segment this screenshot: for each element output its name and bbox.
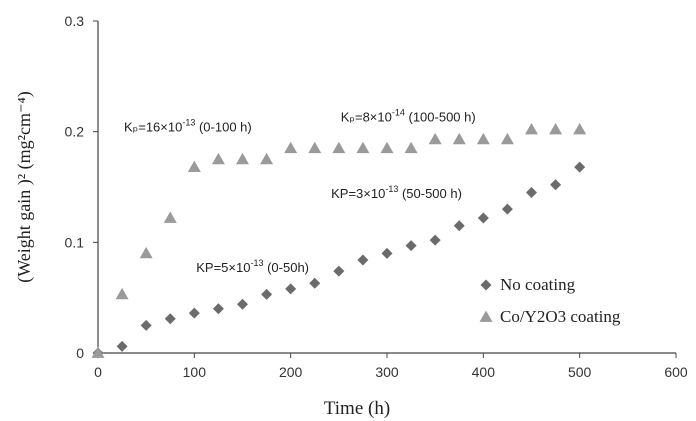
triangle-point — [428, 132, 442, 145]
triangle-point — [356, 141, 370, 154]
annotation-k3: KP=3×10-13 (50-500 h) — [331, 184, 462, 201]
annotation-range: (50-500 h) — [398, 186, 462, 201]
annotation-k4: KP=5×10-13 (0-50h) — [196, 258, 309, 275]
annotation-exponent: -13 — [385, 184, 398, 194]
triangle-point — [500, 132, 514, 145]
annotation-exponent: -13 — [250, 258, 263, 268]
annotation-range: (0-100 h) — [195, 120, 251, 135]
annotation-exponent: -13 — [182, 118, 195, 128]
triangle-point — [260, 152, 274, 165]
triangle-point — [476, 132, 490, 145]
triangle-point — [549, 122, 563, 135]
triangle-point — [91, 346, 105, 358]
legend-triangle-icon — [479, 310, 493, 322]
diamond-point — [381, 247, 393, 259]
x-tick-label: 500 — [568, 364, 592, 380]
diamond-point — [429, 234, 441, 246]
annotation-main: KP=3×10 — [331, 186, 385, 201]
diamond-point — [116, 340, 128, 352]
x-tick-label: 400 — [472, 364, 496, 380]
diamond-point — [574, 161, 586, 173]
diamond-point — [550, 179, 562, 191]
triangle-point — [452, 132, 466, 145]
x-tick-label: 100 — [183, 364, 207, 380]
triangle-point — [380, 141, 394, 154]
annotations: Kₚ=16×10-13 (0-100 h)Kₚ=8×10-14 (100-500… — [124, 108, 476, 276]
y-tick-label: 0.3 — [65, 13, 85, 29]
annotation-main: Kₚ=8×10 — [341, 110, 392, 125]
annotation-range: (100-500 h) — [405, 110, 476, 125]
legend: No coating Co/Y2O3 coating — [479, 275, 621, 326]
diamond-point — [309, 277, 321, 289]
diamond-point — [526, 187, 537, 199]
x-axis-label: Time (h) — [324, 398, 390, 419]
x-tick-label: 200 — [279, 364, 303, 380]
diamond-point — [261, 288, 273, 300]
diamond-point — [237, 298, 248, 310]
annotation-k2: Kₚ=8×10-14 (100-500 h) — [341, 108, 476, 125]
triangle-point — [236, 152, 249, 165]
annotation-main: KP=5×10 — [196, 260, 250, 275]
x-tick-label: 300 — [375, 364, 399, 380]
triangle-point — [573, 122, 587, 135]
triangle-point — [284, 141, 298, 154]
diamond-point — [285, 283, 297, 295]
triangle-point — [525, 122, 538, 135]
x-tick-label: 600 — [664, 364, 688, 380]
legend-diamond-icon — [480, 279, 492, 291]
diamond-point — [405, 240, 417, 252]
triangle-point — [187, 160, 201, 172]
legend-label: No coating — [500, 275, 576, 294]
x-tick-label: 0 — [94, 364, 102, 380]
y-tick-label: 0.2 — [65, 124, 85, 140]
triangle-point — [404, 141, 418, 154]
diamond-point — [164, 313, 176, 325]
y-tick-label: 0 — [76, 345, 84, 361]
triangle-point — [308, 141, 322, 154]
diamond-point — [453, 220, 465, 232]
tick-labels: 0 100 200 300 400 500 600 0 0.1 0.2 0.3 — [65, 13, 688, 380]
data-marks — [91, 122, 587, 359]
diamond-point — [501, 203, 513, 215]
axes — [93, 20, 677, 358]
y-axis-label: (Weight gain )² (mg²cm⁻⁴) — [14, 91, 35, 283]
triangle-point — [139, 246, 153, 259]
y-tick-label: 0.1 — [65, 234, 85, 250]
diamond-point — [477, 212, 489, 224]
diamond-point — [333, 265, 345, 277]
triangle-point — [163, 211, 177, 223]
triangle-point — [332, 141, 346, 154]
annotation-k1: Kₚ=16×10-13 (0-100 h) — [124, 118, 252, 135]
diamond-point — [140, 319, 152, 331]
annotation-main: Kₚ=16×10 — [124, 120, 182, 135]
annotation-range: (0-50h) — [263, 260, 309, 275]
diamond-point — [357, 254, 369, 266]
diamond-point — [212, 303, 224, 315]
annotation-exponent: -14 — [392, 108, 405, 118]
legend-label: Co/Y2O3 coating — [500, 307, 621, 326]
triangle-point — [115, 287, 129, 300]
diamond-point — [188, 307, 200, 319]
series-co-y2o3-coating — [91, 122, 587, 358]
triangle-point — [211, 152, 225, 165]
